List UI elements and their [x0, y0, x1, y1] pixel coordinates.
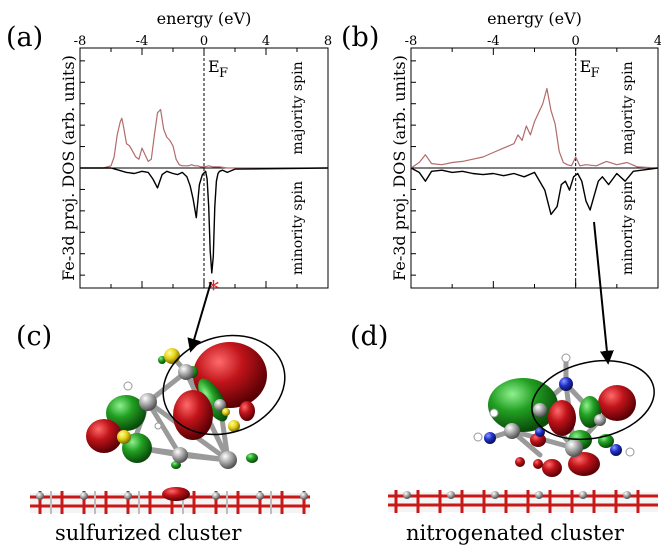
caption-nitrogenated: nitrogenated cluster	[406, 521, 625, 545]
ch0-x-axis-label: energy (eV)	[157, 9, 252, 28]
molecule-sulfurized	[30, 334, 310, 514]
arrow-a-to-c	[187, 281, 212, 353]
ch1-series-minority-line	[410, 167, 659, 216]
ch0-y-axis-label: Fe-3d proj. DOS (arb. units)	[59, 55, 78, 281]
state-marker: *	[208, 278, 219, 303]
ch0-xtick-label: 8	[324, 34, 332, 49]
ch1-xtick-label: 4	[654, 34, 661, 49]
dos-chart-a: -8 -4 0 4 8 energy (eV) Fe-3d proj. DOS (arb. …	[59, 9, 332, 289]
dos-chart-b: -8 -4 0 4 energy (eV) Fe-3d proj. DOS (arb. u…	[390, 9, 661, 289]
surface-slab-c	[30, 487, 310, 514]
ch1-series-majority-line	[410, 87, 659, 169]
panel-label-c: (c)	[16, 321, 52, 352]
ch1-xtick-label: 0	[572, 34, 580, 49]
surface-slab-d	[388, 490, 658, 513]
ch1-fermi-label: E	[580, 57, 592, 76]
ch1-y-axis-label: Fe-3d proj. DOS (arb. units)	[390, 55, 409, 281]
ch0-fermi-label: E	[208, 57, 220, 76]
caption-sulfurized: sulfurized cluster	[55, 521, 242, 545]
panel-label-a: (a)	[6, 22, 43, 53]
ch0-annotation-minority: minority spin	[290, 181, 306, 275]
ch0-fermi-label-sub: F	[219, 66, 228, 81]
ch1-xtick-label: -4	[487, 34, 500, 49]
ch0-annotation-majority: majority spin	[290, 61, 306, 154]
ch1-fermi-label-sub: F	[591, 66, 600, 81]
ch0-xtick-label: -8	[74, 34, 87, 49]
ch0-series-majority-line	[80, 108, 328, 169]
panel-label-b: (b)	[341, 22, 379, 53]
ch0-series-minority-line	[80, 167, 329, 274]
ch1-x-axis-label: energy (eV)	[487, 9, 582, 28]
ch1-annotation-majority: majority spin	[620, 61, 636, 154]
arrow-b-to-d	[593, 221, 614, 365]
ch1-xtick-label: -8	[405, 34, 418, 49]
ch1-annotation-minority: minority spin	[620, 181, 636, 275]
ch0-xtick-label: 0	[200, 34, 208, 49]
ch0-xtick-label: -4	[136, 34, 149, 49]
ch0-xtick-label: 4	[262, 34, 270, 49]
molecule-nitrogenated	[388, 353, 658, 513]
panel-label-d: (d)	[350, 321, 388, 352]
